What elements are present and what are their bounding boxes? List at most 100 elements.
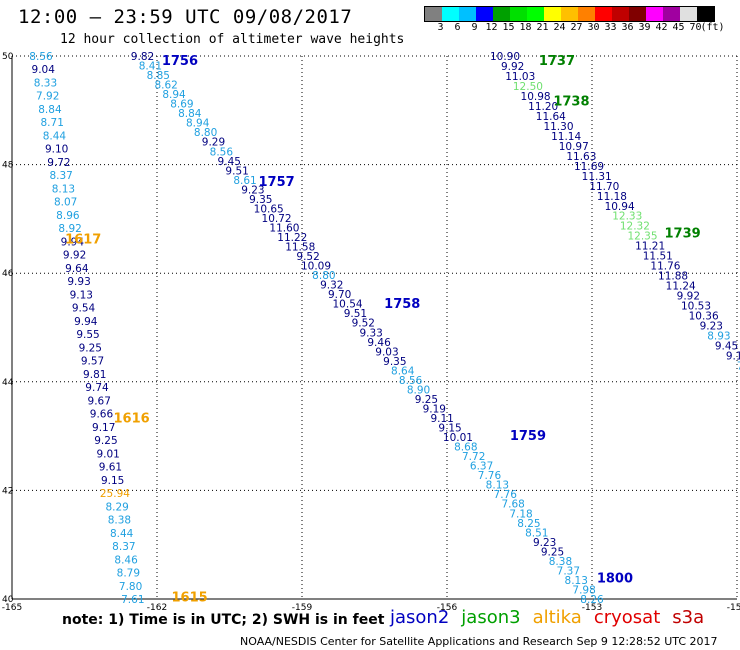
color-scale-label: 6 bbox=[454, 22, 461, 33]
wave-height-value: 11.20 bbox=[528, 101, 558, 113]
color-scale-swatch bbox=[663, 7, 680, 21]
wave-height-value: 9.17 bbox=[92, 422, 115, 434]
wave-height-value: 10.01 bbox=[443, 432, 473, 444]
track-time-label: 1739 bbox=[665, 226, 701, 241]
color-scale-swatch bbox=[646, 7, 663, 21]
wave-height-value: 9.45 bbox=[218, 156, 241, 168]
wave-height-value: 8.92 bbox=[58, 223, 81, 235]
footer-note: note: 1) Time is in UTC; 2) SWH is in fe… bbox=[62, 612, 385, 628]
wave-height-value: 9.55 bbox=[76, 329, 99, 341]
wave-height-value: 8.56 bbox=[210, 146, 234, 158]
track-time-label: 1738 bbox=[553, 95, 589, 110]
wave-height-value: 10.94 bbox=[605, 201, 635, 213]
wave-height-value: 7.68 bbox=[501, 499, 524, 511]
legend-entry-altika: altika bbox=[532, 607, 582, 628]
wave-height-value: 8.84 bbox=[38, 104, 62, 116]
wave-height-value: 8.96 bbox=[56, 210, 80, 222]
wave-height-value: 9.29 bbox=[202, 137, 225, 149]
wave-height-value: 8.62 bbox=[154, 80, 177, 92]
track-time-label: 1757 bbox=[259, 175, 295, 190]
longitude-tick-label: -153 bbox=[582, 603, 602, 612]
color-scale-swatch bbox=[476, 7, 493, 21]
color-scale-swatch bbox=[510, 7, 527, 21]
wave-height-value: 7.72 bbox=[462, 451, 485, 463]
latitude-tick-label: 48 bbox=[2, 161, 14, 171]
longitude-tick-label: -159 bbox=[292, 603, 313, 612]
wave-height-value: 9.51 bbox=[344, 308, 367, 320]
wave-height-value: 12.33 bbox=[612, 211, 642, 223]
page-title: 12:00 – 23:59 UTC 09/08/2017 bbox=[18, 6, 353, 28]
color-scale-swatch bbox=[459, 7, 476, 21]
color-scale-swatch bbox=[612, 7, 629, 21]
track-time-label: 1616 bbox=[114, 412, 150, 427]
color-scale-label: 36 bbox=[621, 22, 634, 33]
wave-height-value: 9.03 bbox=[375, 346, 398, 358]
wave-height-value: 9.19 bbox=[423, 403, 446, 415]
wave-height-value: 11.58 bbox=[285, 242, 315, 254]
wave-height-value: 11.31 bbox=[582, 171, 612, 183]
wave-height-value: 8.51 bbox=[525, 527, 548, 539]
track-time-label: 1800 bbox=[597, 571, 633, 586]
wave-height-value: 9.94 bbox=[74, 316, 98, 328]
wave-height-value: 8.44 bbox=[110, 528, 134, 540]
wave-height-value: 11.64 bbox=[536, 111, 566, 123]
legend-entry-s3a: s3a bbox=[672, 607, 705, 628]
color-scale-swatch bbox=[578, 7, 595, 21]
wave-height-value: 9.25 bbox=[94, 435, 117, 447]
wave-height-value: 8.79 bbox=[117, 568, 140, 580]
wave-height-value: 11.70 bbox=[589, 181, 619, 193]
wave-height-value: 11.88 bbox=[658, 271, 688, 283]
wave-height-value: 9.46 bbox=[367, 337, 391, 349]
wave-height-value: 9.10 bbox=[45, 144, 68, 156]
color-scale-bar bbox=[424, 6, 715, 22]
wave-height-value: 6.37 bbox=[470, 461, 493, 473]
color-scale-swatch bbox=[629, 7, 646, 21]
wave-height-value: 12.50 bbox=[513, 81, 543, 93]
wave-height-value: 9.32 bbox=[320, 280, 343, 292]
wave-height-value: 8.84 bbox=[178, 108, 202, 120]
wave-height-value: 8.94 bbox=[186, 118, 210, 130]
wave-height-value: 11.76 bbox=[650, 261, 680, 273]
wave-height-value: 8.41 bbox=[139, 61, 162, 73]
wave-height-value: 9.25 bbox=[415, 394, 438, 406]
wave-height-value: 9.45 bbox=[715, 341, 738, 353]
wave-height-value: 11.14 bbox=[551, 131, 581, 143]
wave-height-value: 9.52 bbox=[296, 251, 319, 263]
wave-height-value: 9.74 bbox=[85, 382, 109, 394]
wave-height-value: 8.38 bbox=[108, 515, 131, 527]
color-scale-label: 24 bbox=[553, 22, 566, 33]
wave-height-value: 10.97 bbox=[559, 141, 589, 153]
wave-height-value: 8.90 bbox=[407, 384, 430, 396]
wave-height-value: 9.13 bbox=[70, 289, 93, 301]
wave-height-value: 9.11 bbox=[430, 413, 453, 425]
track-time-label: 1759 bbox=[510, 429, 546, 444]
page-subtitle: 12 hour collection of altimeter wave hei… bbox=[60, 32, 405, 47]
color-scale-label: 12 bbox=[485, 22, 498, 33]
wave-height-value: 9.92 bbox=[677, 291, 700, 303]
wave-height-value: 9.64 bbox=[65, 263, 89, 275]
wave-height-value: 9.66 bbox=[90, 409, 114, 421]
color-scale-label: 42 bbox=[655, 22, 668, 33]
wave-height-value: 9.23 bbox=[241, 184, 264, 196]
color-scale-swatch bbox=[442, 7, 459, 21]
wave-height-value: 8.64 bbox=[391, 365, 415, 377]
wave-height-value: 11.21 bbox=[635, 241, 665, 253]
wave-height-value: 7.76 bbox=[478, 470, 502, 482]
wave-height-value: 7.98 bbox=[572, 584, 595, 596]
wave-height-value: 8.56 bbox=[29, 51, 53, 63]
wave-height-value: 10.54 bbox=[333, 299, 363, 311]
color-scale-swatch bbox=[680, 7, 697, 21]
wave-height-value: 10.36 bbox=[689, 311, 719, 323]
wave-height-value: 11.63 bbox=[566, 151, 596, 163]
longitude-tick-label: -165 bbox=[2, 603, 22, 612]
wave-height-value: 9.61 bbox=[99, 462, 122, 474]
wave-height-value: 7.37 bbox=[557, 565, 580, 577]
color-scale-label: 3 bbox=[437, 22, 444, 33]
wave-height-value: 8.44 bbox=[43, 130, 67, 142]
wave-height-value: 8.37 bbox=[112, 541, 135, 553]
credit-line: NOAA/NESDIS Center for Satellite Applica… bbox=[240, 635, 718, 648]
track-time-label: 1617 bbox=[65, 232, 101, 247]
satellite-legend: jason2 jason3 altika cryosat s3a bbox=[390, 607, 716, 628]
wave-height-value: 8.13 bbox=[52, 183, 75, 195]
wave-height-value: 9.93 bbox=[67, 276, 90, 288]
